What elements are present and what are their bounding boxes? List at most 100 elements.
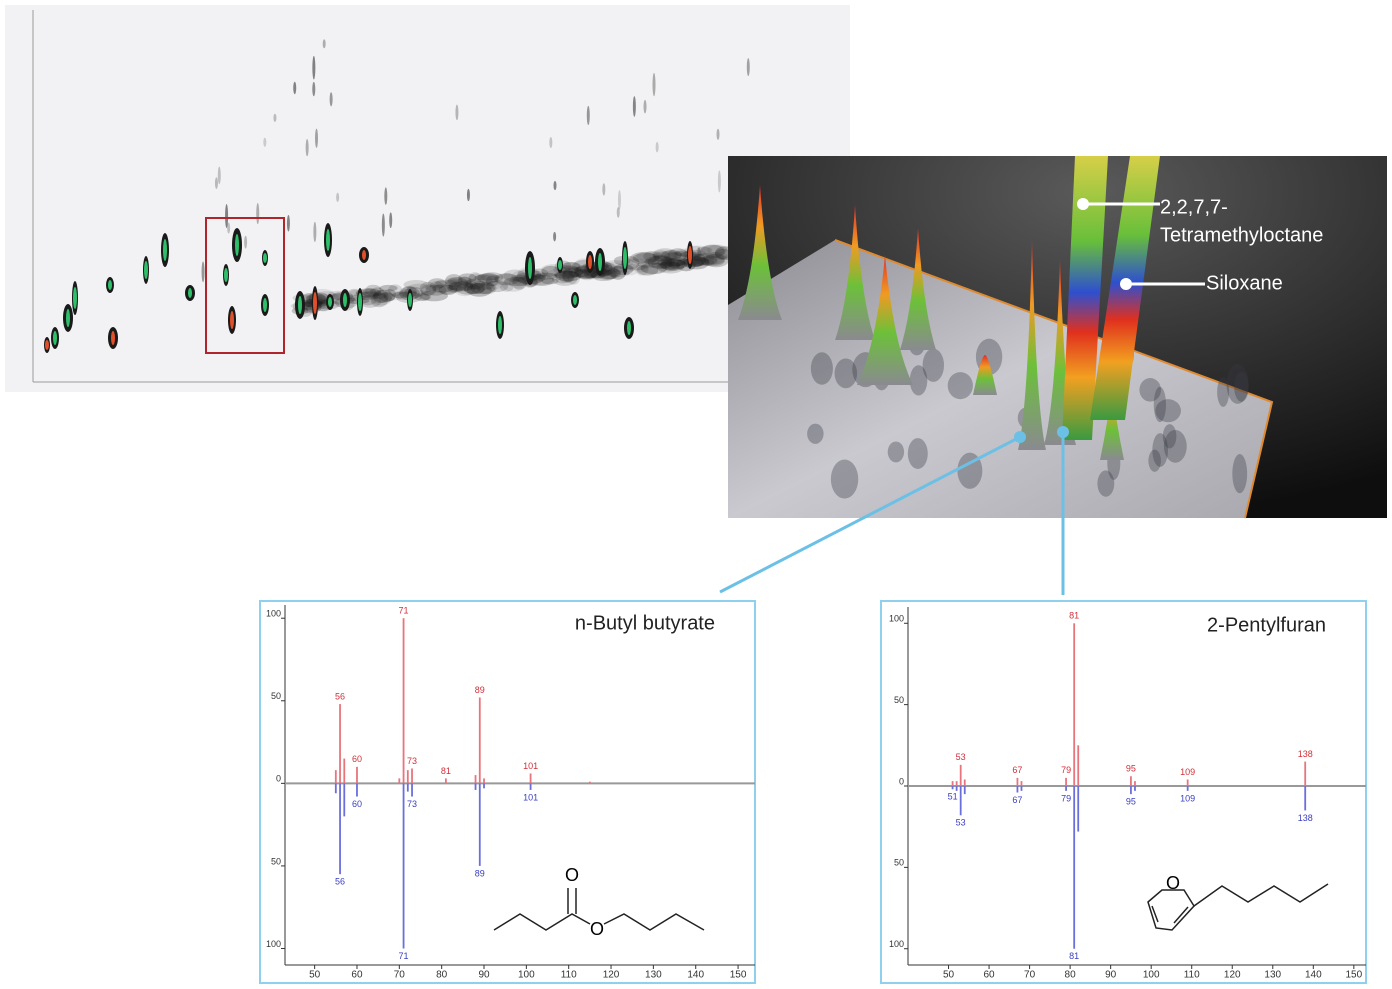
peak-bar [479, 697, 481, 783]
peak-bar [1130, 776, 1132, 786]
spot-core [343, 293, 347, 307]
x-tick-label: 110 [561, 970, 577, 981]
faint-spot [312, 56, 315, 80]
peak-bar [964, 786, 966, 794]
y-tick-label: 50 [271, 691, 281, 701]
ring [1148, 890, 1194, 930]
peak-label: 81 [441, 766, 451, 776]
connector-dot [1057, 426, 1069, 438]
peak-bar [1134, 786, 1136, 791]
bump [1163, 424, 1177, 448]
spot-core [573, 295, 577, 305]
peak-bar [398, 778, 400, 783]
spot-core [558, 260, 562, 270]
faint-spot [384, 187, 387, 205]
faint-spot [323, 39, 326, 48]
faint-spot [256, 203, 259, 224]
connector-dot [1014, 431, 1026, 443]
faint-spot [202, 261, 205, 282]
peak-bar [1077, 745, 1079, 786]
peak-label: 109 [1180, 767, 1195, 777]
faint-spot [215, 177, 218, 189]
faint-spot [273, 114, 276, 122]
faint-spot [617, 207, 620, 218]
x-tick-label: 130 [1264, 970, 1281, 981]
peak-bar [1187, 779, 1189, 786]
peak-label: 79 [1061, 793, 1071, 803]
peak-label: 81 [1069, 951, 1079, 961]
chromatogram-2d [5, 5, 850, 392]
peak-bar [1017, 778, 1019, 786]
peak-label: 73 [407, 756, 417, 766]
peak-label: 67 [1012, 765, 1022, 775]
bond [1194, 884, 1328, 906]
x-tick-label: 50 [943, 970, 955, 981]
x-tick-label: 70 [1024, 970, 1036, 981]
band-spot [637, 265, 659, 276]
peak-bar [475, 775, 477, 783]
x-tick-label: 150 [1345, 970, 1362, 981]
peak-label: 138 [1298, 749, 1313, 759]
peak-label: 60 [352, 799, 362, 809]
bump [888, 442, 904, 463]
peak-bar [1134, 781, 1136, 786]
annotation-text: 2,2,7,7- [1160, 196, 1228, 218]
peak-bar [343, 759, 345, 784]
annotation-dot [1077, 198, 1089, 210]
faint-spot [644, 100, 647, 114]
bump [948, 372, 973, 399]
peak-label: 95 [1126, 764, 1136, 774]
faint-spot [313, 222, 316, 242]
peak-bar [1304, 762, 1306, 786]
spot-core [358, 293, 362, 311]
bump [1217, 377, 1229, 407]
spot-core [230, 311, 234, 329]
y-tick-label: 50 [894, 858, 904, 868]
spot-core [498, 316, 502, 334]
y-tick-label: 0 [899, 776, 904, 786]
bump [835, 358, 858, 388]
x-tick-label: 80 [436, 970, 448, 981]
peak-bar [445, 778, 447, 783]
y-tick-label: 100 [266, 609, 281, 619]
band-spot [502, 279, 524, 292]
chromatogram-background [5, 5, 850, 392]
atom-label: O [1166, 873, 1180, 893]
spot-core [66, 309, 70, 327]
y-tick-label: 100 [889, 614, 904, 624]
spot-core [598, 253, 602, 271]
peak-label: 79 [1061, 765, 1071, 775]
bump [811, 352, 833, 385]
peak-label: 56 [335, 691, 345, 701]
faint-spot [653, 73, 656, 96]
faint-spot [227, 222, 230, 233]
band-spot [456, 283, 481, 295]
faint-spot [330, 92, 333, 106]
peak-bar [356, 783, 358, 796]
x-tick-label: 120 [1224, 970, 1241, 981]
faint-spot [218, 167, 221, 185]
faint-spot [263, 138, 266, 147]
peak-bar [1073, 623, 1075, 786]
faint-spot [312, 82, 315, 96]
spot-core [328, 297, 332, 307]
spot-core [362, 250, 366, 260]
peak-bar [1017, 786, 1019, 793]
x-tick-label: 110 [1184, 970, 1200, 981]
peak-bar [1021, 781, 1023, 786]
x-tick-label: 60 [983, 970, 995, 981]
spot-core [53, 331, 57, 345]
x-tick-label: 80 [1065, 970, 1077, 981]
spot-core [224, 268, 228, 282]
peak-label: 81 [1069, 611, 1079, 621]
faint-spot [549, 137, 552, 148]
bump [1227, 364, 1249, 404]
peak-label: 101 [523, 761, 538, 771]
faint-spot [618, 190, 621, 210]
spectrum-title: n-Butyl butyrate [575, 612, 715, 634]
peak-bar [960, 786, 962, 815]
peak-bar [956, 781, 958, 786]
peak-bar [339, 783, 341, 874]
x-tick-label: 90 [478, 970, 490, 981]
spot-core [45, 340, 49, 350]
